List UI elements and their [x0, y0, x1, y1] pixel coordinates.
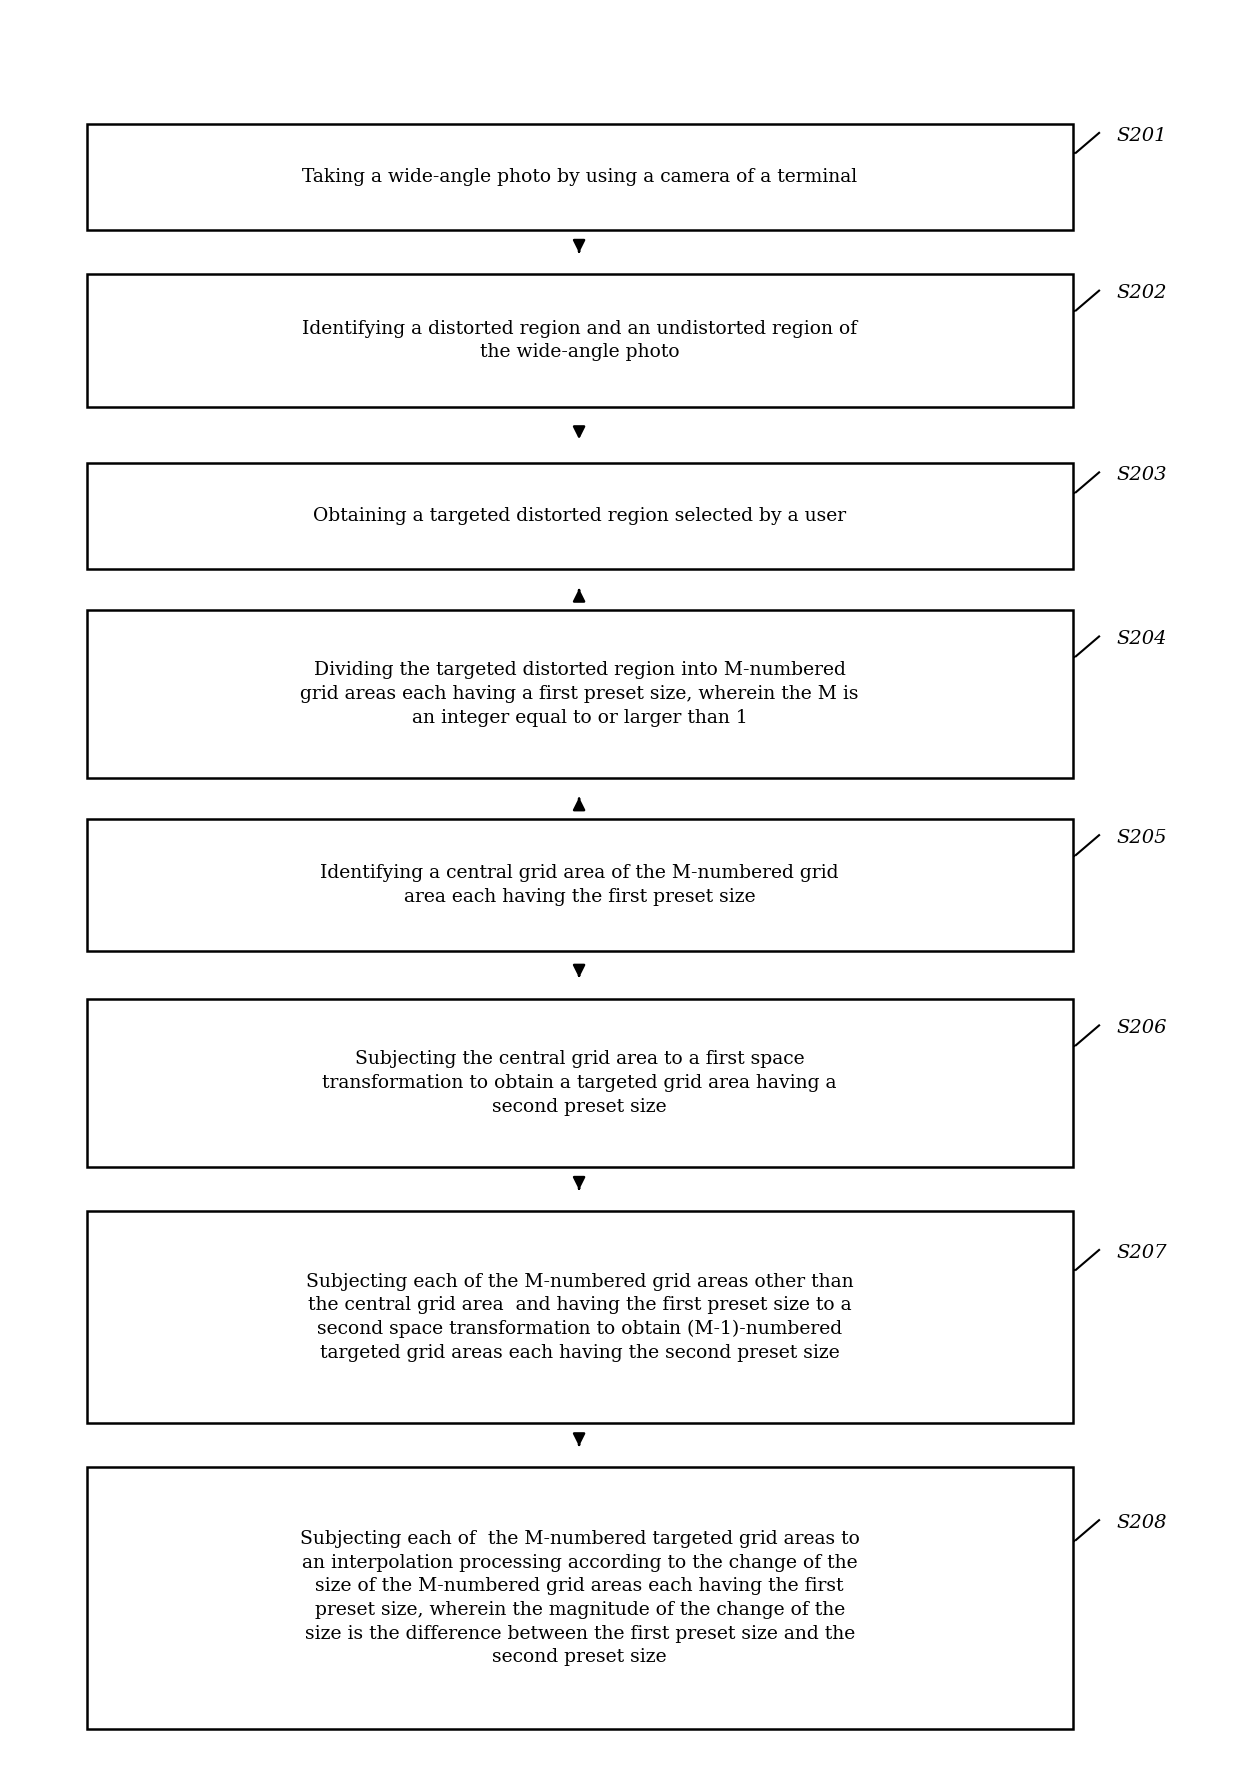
Bar	[87, 124, 1073, 230]
Bar	[87, 610, 1073, 778]
Text: S204: S204	[1116, 631, 1167, 649]
Text: Dividing the targeted distorted region into M-numbered
grid areas each having a : Dividing the targeted distorted region i…	[300, 661, 859, 727]
Bar	[87, 1467, 1073, 1729]
Bar	[87, 274, 1073, 407]
Bar	[87, 1211, 1073, 1423]
Bar	[87, 463, 1073, 569]
Bar	[87, 819, 1073, 951]
Text: Obtaining a targeted distorted region selected by a user: Obtaining a targeted distorted region se…	[314, 507, 846, 525]
Text: Identifying a distorted region and an undistorted region of
the wide-angle photo: Identifying a distorted region and an un…	[303, 320, 857, 361]
Text: Subjecting each of  the M-numbered targeted grid areas to
an interpolation proce: Subjecting each of the M-numbered target…	[300, 1531, 859, 1665]
Text: S201: S201	[1116, 127, 1167, 145]
Text: Subjecting each of the M-numbered grid areas other than
the central grid area  a: Subjecting each of the M-numbered grid a…	[306, 1273, 853, 1361]
Text: Taking a wide-angle photo by using a camera of a terminal: Taking a wide-angle photo by using a cam…	[303, 168, 857, 186]
Bar	[87, 999, 1073, 1167]
Text: S206: S206	[1116, 1020, 1167, 1038]
Text: S205: S205	[1116, 829, 1167, 847]
Text: Subjecting the central grid area to a first space
transformation to obtain a tar: Subjecting the central grid area to a fi…	[322, 1050, 837, 1116]
Text: S208: S208	[1116, 1513, 1167, 1533]
Text: S202: S202	[1116, 285, 1167, 302]
Text: Identifying a central grid area of the M-numbered grid
area each having the firs: Identifying a central grid area of the M…	[320, 865, 839, 905]
Text: S203: S203	[1116, 467, 1167, 484]
Text: S207: S207	[1116, 1245, 1167, 1262]
